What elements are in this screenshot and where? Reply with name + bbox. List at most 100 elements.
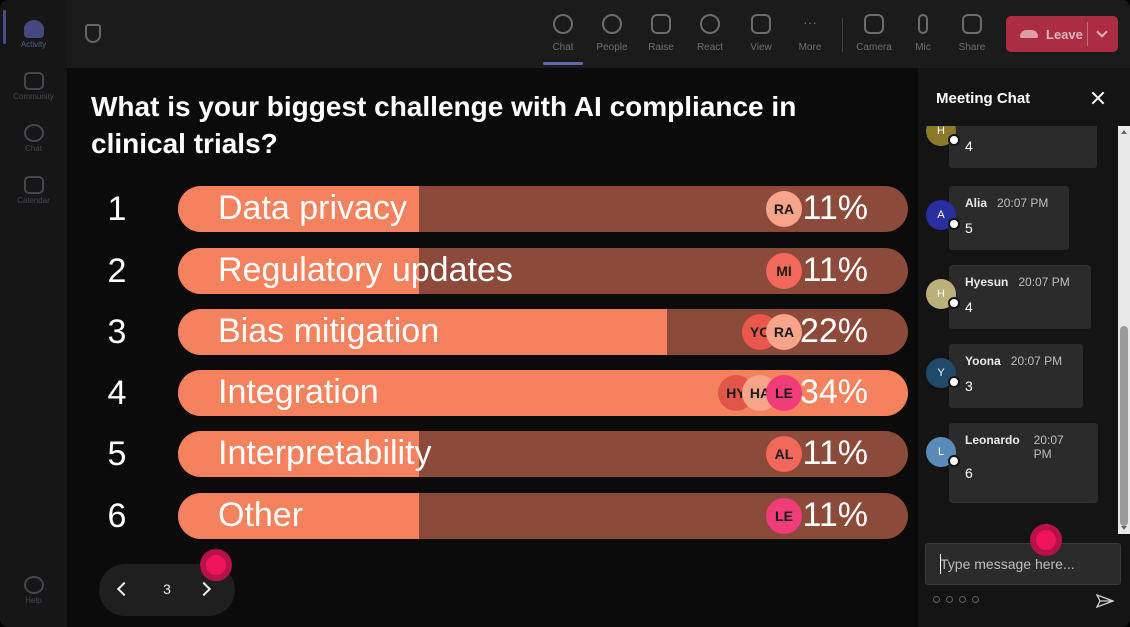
- scroll-down-arrow-icon[interactable]: [1121, 526, 1127, 530]
- poll-option-bar[interactable]: Regulatory updates MI 11%: [178, 248, 908, 294]
- chat-message-input[interactable]: [925, 543, 1121, 585]
- send-icon[interactable]: [1096, 594, 1114, 608]
- poll-option-bar[interactable]: Data privacy RA 11%: [178, 186, 908, 232]
- poll-option-number: 2: [107, 252, 127, 290]
- poll-option-bar[interactable]: Integration LE HA HY 34%: [178, 370, 908, 416]
- rail-item-help[interactable]: Help: [0, 564, 67, 616]
- presence-status-icon: [948, 376, 960, 388]
- chat-bubble-icon: [553, 14, 573, 34]
- chat-timestamp: 20:07 PM: [1033, 433, 1064, 461]
- toolbar-mic-button[interactable]: Mic: [900, 10, 946, 60]
- pointer-indicator: [200, 549, 232, 581]
- chat-timestamp: 20:07 PM: [1010, 354, 1063, 368]
- leave-button[interactable]: Leave: [1006, 16, 1118, 52]
- mic-icon: [918, 14, 928, 34]
- toolbar-button-label: View: [750, 42, 772, 53]
- voter-avatar: RA: [766, 314, 802, 350]
- chat-message: Alia 20:07 PM 5 A: [918, 186, 1118, 260]
- presence-status-icon: [948, 134, 960, 146]
- voter-avatar: AL: [766, 436, 802, 472]
- rail-item-activity[interactable]: Activity: [0, 8, 67, 60]
- poll-option-label: Integration: [218, 373, 379, 411]
- chevron-down-icon[interactable]: [1096, 26, 1108, 38]
- close-icon[interactable]: [1090, 90, 1106, 106]
- toolbar-view-button[interactable]: View: [738, 10, 784, 60]
- chat-header: Meeting Chat: [918, 68, 1130, 126]
- community-icon: [23, 71, 44, 90]
- toolbar-button-label: React: [696, 42, 724, 53]
- toolbar-button-label: People: [596, 42, 628, 53]
- poll-option-row[interactable]: 5 Interpretability AL 11%: [67, 431, 918, 477]
- chevron-right-icon[interactable]: [196, 581, 212, 597]
- rail-item-label: Calendar: [17, 195, 50, 205]
- chat-message-list[interactable]: Harrison20:07 PM4HAlia20:07 PM5AHyesun20…: [918, 126, 1118, 534]
- toolbar-share-button[interactable]: Share: [949, 10, 995, 60]
- rail-item-community[interactable]: Community: [0, 60, 67, 112]
- poll-option-percent: 22%: [799, 312, 868, 350]
- toolbar-divider: [842, 18, 843, 52]
- meeting-chat-panel: Meeting Chat Harrison20:07 PM4HAlia20:07…: [918, 68, 1130, 627]
- chat-message-bubble: Yoona 20:07 PM 3: [949, 344, 1083, 408]
- format-icon[interactable]: [933, 596, 940, 603]
- chat-title: Meeting Chat: [936, 90, 1031, 107]
- raise-hand-icon: [651, 14, 671, 34]
- toolbar-more-button[interactable]: ··· More: [787, 10, 833, 60]
- gif-icon[interactable]: [972, 596, 979, 603]
- leave-separator: [1087, 22, 1088, 46]
- poll-option-row[interactable]: 2 Regulatory updates MI 11%: [67, 248, 918, 294]
- rail-item-label: Help: [25, 595, 42, 605]
- poll-option-number: 4: [107, 374, 127, 412]
- chevron-left-icon[interactable]: [116, 581, 132, 597]
- left-rail: Activity Community Chat Calendar Help: [0, 0, 67, 627]
- chat-message-bubble: Leonardo 20:07 PM 6: [949, 423, 1098, 503]
- poll-option-number: 3: [107, 313, 127, 351]
- poll-option-number: 5: [107, 435, 127, 473]
- chat-sender-name: Yoona: [965, 354, 1001, 368]
- presence-status-icon: [948, 297, 960, 309]
- chat-timestamp: 20:07 PM: [997, 196, 1049, 210]
- chat-message: Yoona 20:07 PM 3 Y: [918, 344, 1118, 418]
- share-icon: [962, 14, 982, 34]
- react-icon: [700, 14, 720, 34]
- poll-option-bar[interactable]: Other LE 11%: [178, 493, 908, 539]
- rail-item-chat[interactable]: Chat: [0, 112, 67, 164]
- chat-sender-name: Leonardo: [965, 433, 1020, 447]
- poll-option-percent: 11%: [802, 189, 868, 227]
- scroll-up-arrow-icon[interactable]: [1121, 130, 1127, 134]
- toolbar-button-label: Mic: [915, 42, 931, 53]
- poll-option-fill: [178, 431, 419, 477]
- chat-sender-name: Alia: [965, 196, 988, 210]
- emoji-icon[interactable]: [959, 596, 966, 603]
- poll-option-number: 6: [107, 497, 127, 535]
- camera-icon: [864, 14, 884, 34]
- poll-option-fill: [178, 493, 419, 539]
- chat-message-text: 4: [965, 138, 973, 154]
- poll-option-label: Regulatory updates: [218, 251, 513, 289]
- rail-item-calendar[interactable]: Calendar: [0, 164, 67, 216]
- toolbar-raise-button[interactable]: Raise: [638, 10, 684, 60]
- poll-stage: What is your biggest challenge with AI c…: [67, 68, 918, 627]
- poll-option-row[interactable]: 4 Integration LE HA HY 34%: [67, 370, 918, 416]
- toolbar-react-button[interactable]: React: [687, 10, 733, 60]
- poll-option-bar[interactable]: Interpretability AL 11%: [178, 431, 908, 477]
- rail-item-label: Chat: [25, 143, 42, 153]
- poll-voter-avatars: MI: [766, 253, 802, 289]
- poll-voter-avatars: LE HA HY: [718, 375, 802, 411]
- toolbar-people-button[interactable]: People: [589, 10, 635, 60]
- toolbar-camera-button[interactable]: Camera: [851, 10, 897, 60]
- poll-option-row[interactable]: 6 Other LE 11%: [67, 493, 918, 539]
- chat-message: Leonardo 20:07 PM 6 L: [918, 423, 1118, 513]
- poll-option-percent: 11%: [802, 434, 868, 472]
- toolbar-button-label: Camera: [856, 42, 892, 53]
- calendar-icon: [23, 175, 44, 194]
- chat-scrollbar-thumb[interactable]: [1120, 326, 1128, 526]
- poll-option-row[interactable]: 3 Bias mitigation RA YO 22%: [67, 309, 918, 355]
- shield-icon: [85, 24, 101, 43]
- toolbar-chat-button[interactable]: Chat: [540, 10, 586, 60]
- more-dots-icon: ···: [803, 14, 817, 30]
- poll-option-row[interactable]: 1 Data privacy RA 11%: [67, 186, 918, 232]
- poll-option-bar[interactable]: Bias mitigation RA YO 22%: [178, 309, 908, 355]
- rail-item-label: Community: [13, 91, 54, 101]
- chat-timestamp: 20:07 PM: [1018, 275, 1070, 289]
- attach-icon[interactable]: [946, 596, 953, 603]
